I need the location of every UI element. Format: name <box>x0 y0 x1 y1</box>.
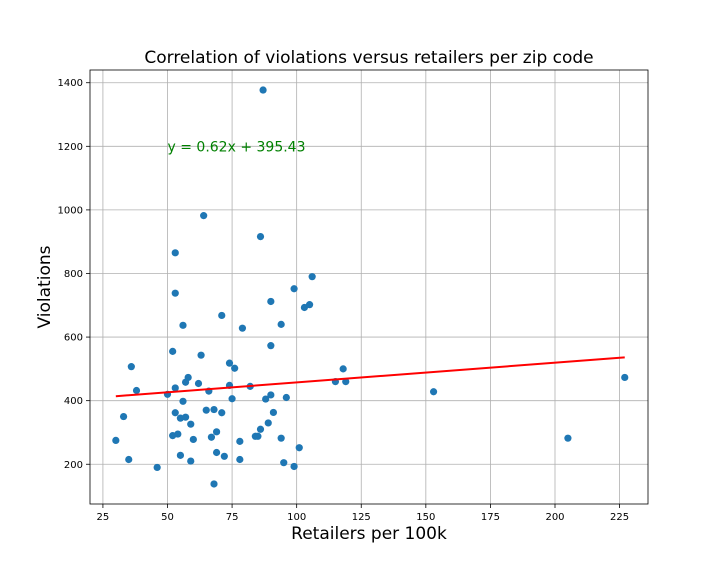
data-point <box>259 86 267 94</box>
data-point <box>218 311 226 320</box>
x-tick-label: 75 <box>226 512 239 523</box>
data-point <box>256 425 265 433</box>
y-tick-label: 1400 <box>58 78 83 89</box>
x-tick-label: 50 <box>161 512 174 523</box>
data-point <box>176 451 185 459</box>
data-point <box>228 395 236 403</box>
data-point <box>277 434 285 442</box>
data-point <box>210 405 218 414</box>
data-point <box>256 233 265 241</box>
data-point <box>225 359 234 367</box>
data-point <box>132 386 141 395</box>
y-tick-label: 800 <box>64 269 83 280</box>
y-tick-label: 200 <box>64 460 83 471</box>
x-tick-label: 150 <box>416 512 435 523</box>
data-point <box>169 347 177 355</box>
data-point <box>277 320 285 328</box>
data-point <box>267 297 275 306</box>
data-point <box>153 463 161 472</box>
data-point <box>236 455 244 464</box>
data-point <box>308 273 316 281</box>
data-points <box>112 86 629 488</box>
data-point <box>231 364 239 372</box>
data-point <box>238 324 247 332</box>
data-point <box>127 363 135 371</box>
x-tick-label: 100 <box>287 512 306 523</box>
x-tick-label: 25 <box>97 512 110 523</box>
data-point <box>254 432 262 440</box>
data-point <box>564 434 572 442</box>
data-point <box>264 419 272 427</box>
data-point <box>339 365 347 373</box>
x-axis-label: Retailers per 100k <box>291 524 447 544</box>
data-point <box>210 480 218 488</box>
data-point <box>125 455 133 464</box>
data-point <box>171 384 179 392</box>
data-point <box>207 433 216 441</box>
data-point <box>119 412 128 421</box>
x-tick-label: 125 <box>352 512 371 523</box>
data-point <box>280 459 288 467</box>
y-tick-label: 400 <box>64 396 83 407</box>
plot-frame <box>89 69 649 505</box>
y-axis-ticks: 200 400 600 800 1000 1200 1400 <box>58 78 90 471</box>
data-point <box>197 351 205 359</box>
y-tick-label: 600 <box>64 333 83 344</box>
data-point <box>621 373 629 382</box>
data-point <box>187 457 195 465</box>
data-point <box>267 342 275 350</box>
data-point <box>212 448 221 457</box>
data-point <box>218 409 226 417</box>
data-point <box>181 413 190 421</box>
data-point <box>212 428 221 436</box>
data-point <box>290 285 298 293</box>
data-point <box>295 444 303 452</box>
data-point <box>269 408 278 417</box>
data-point <box>174 430 182 438</box>
data-point <box>189 435 197 444</box>
data-point <box>429 388 438 396</box>
regression-line <box>115 356 625 398</box>
data-point <box>179 397 187 405</box>
data-point <box>200 212 208 220</box>
x-tick-label: 225 <box>610 512 629 523</box>
data-point <box>262 395 270 403</box>
data-point <box>194 379 203 388</box>
data-point <box>171 409 179 417</box>
x-tick-label: 175 <box>481 512 500 523</box>
data-point <box>220 452 228 460</box>
regression-equation: y = 0.62x + 395.43 <box>168 139 306 155</box>
data-point <box>305 301 314 309</box>
data-point <box>112 436 120 445</box>
x-axis-ticks: 25 50 75 100 125 150 175 200 225 <box>97 504 629 523</box>
data-point <box>267 391 275 399</box>
data-point <box>171 289 179 297</box>
data-point <box>236 437 244 445</box>
data-point <box>202 406 210 414</box>
data-point <box>282 393 290 402</box>
y-tick-label: 1000 <box>58 205 83 216</box>
y-axis-label: Violations <box>35 245 55 328</box>
data-point <box>179 321 187 329</box>
data-point <box>187 420 195 428</box>
data-point <box>184 373 192 382</box>
x-tick-label: 200 <box>545 512 564 523</box>
data-point <box>290 462 298 471</box>
data-point <box>171 249 179 257</box>
chart-title: Correlation of violations versus retaile… <box>144 48 593 68</box>
y-tick-label: 1200 <box>58 142 83 153</box>
